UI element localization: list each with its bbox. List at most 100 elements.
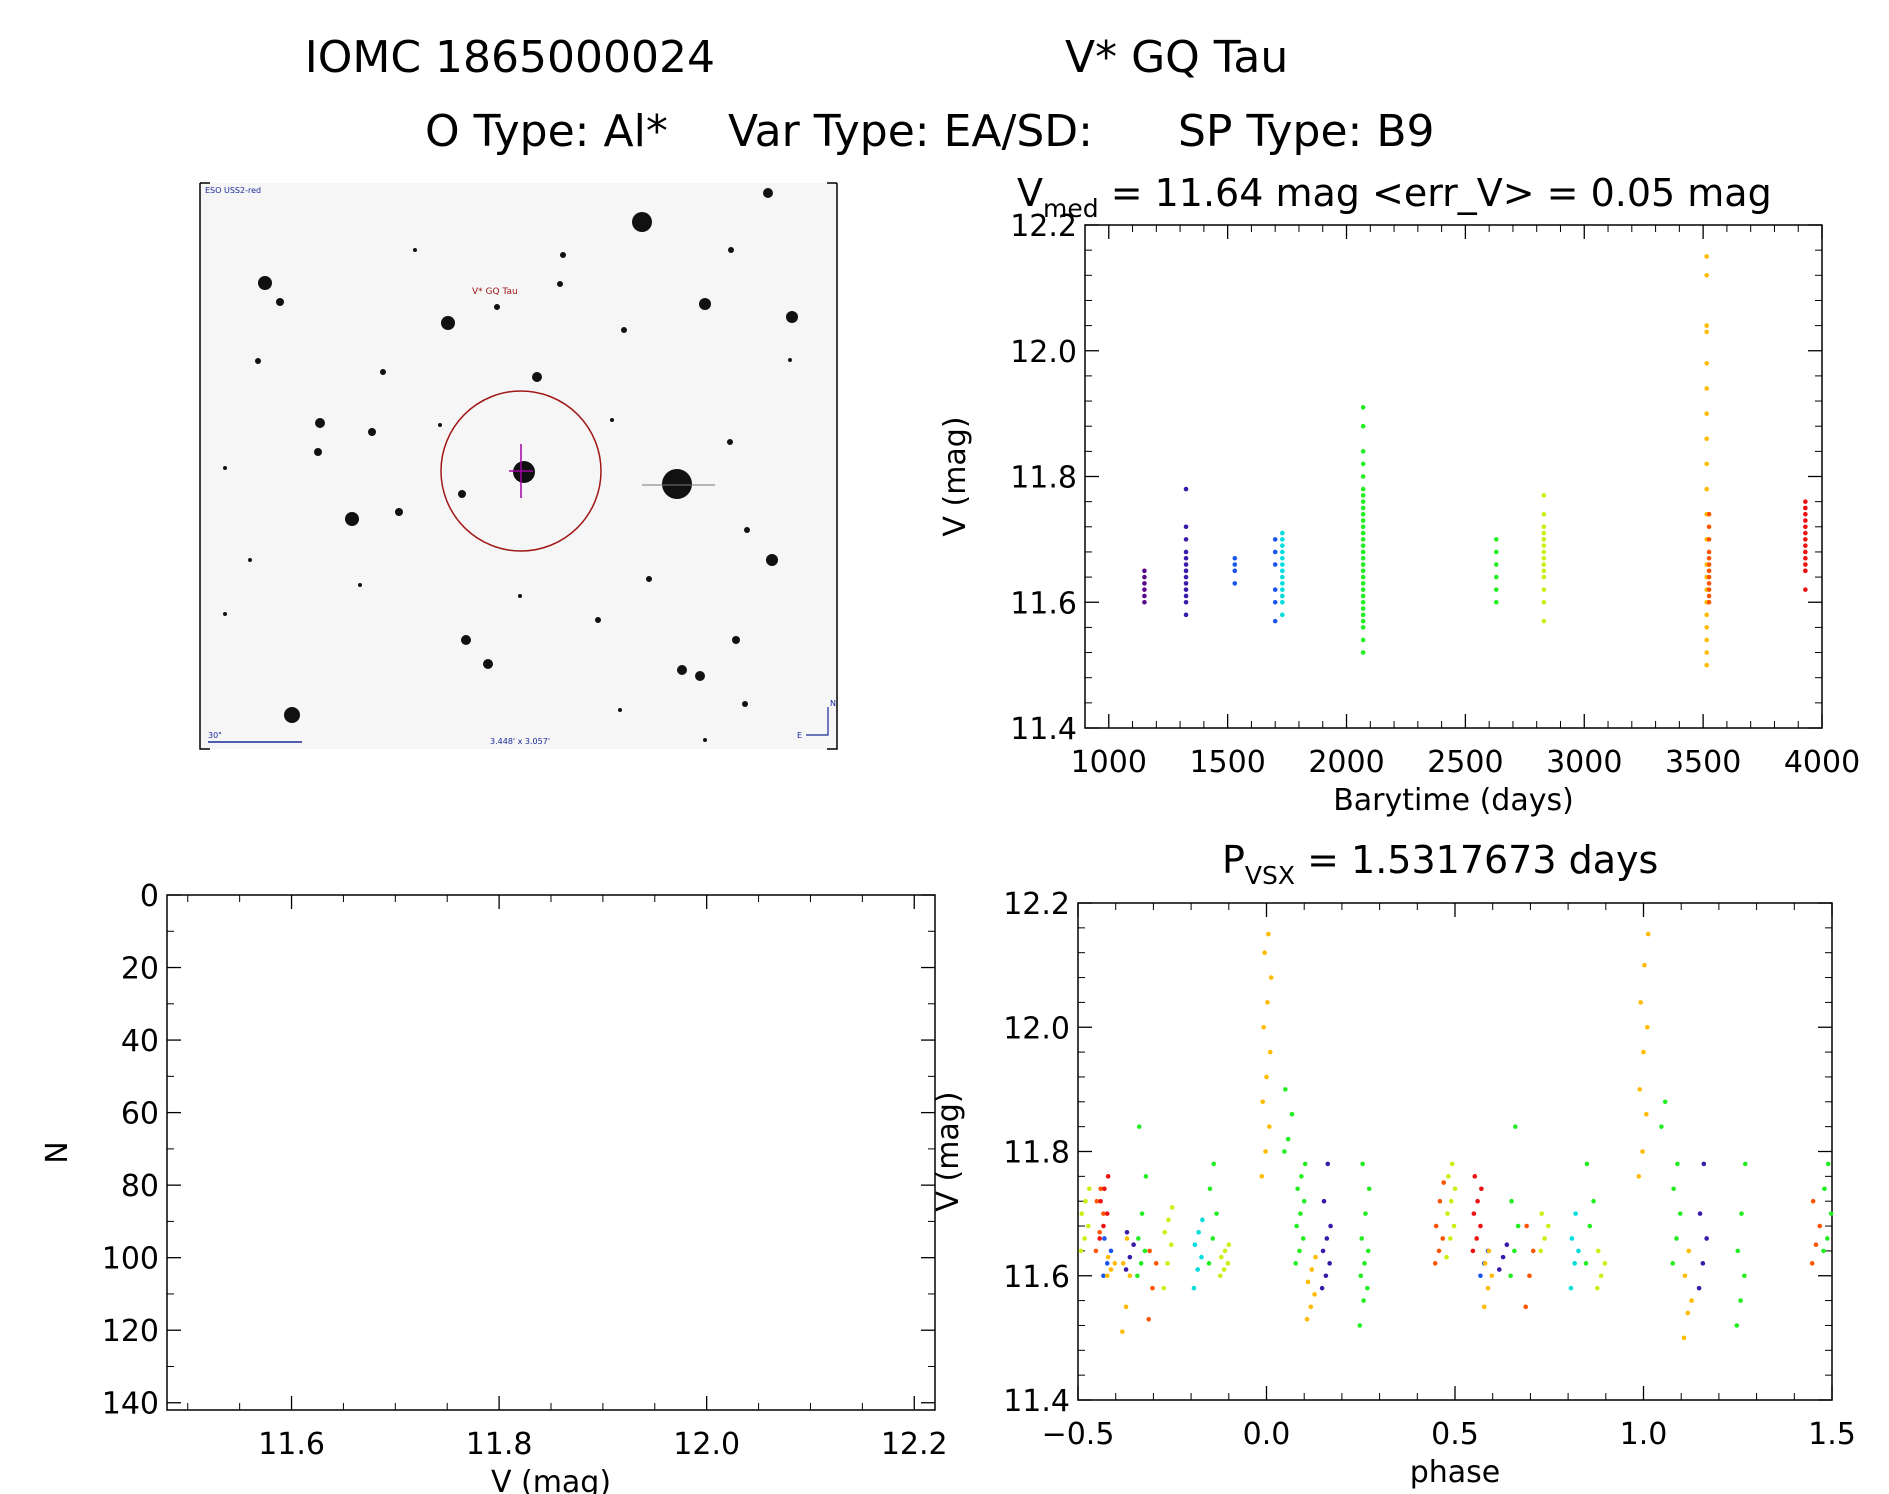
- y-tick-label: 100: [102, 1242, 159, 1277]
- data-point: [1308, 1304, 1314, 1310]
- data-point: [1706, 562, 1712, 567]
- data-point: [1142, 593, 1147, 599]
- data-point: [1360, 568, 1366, 574]
- data-point: [1572, 1261, 1577, 1266]
- star: [728, 247, 734, 253]
- data-point: [1704, 361, 1709, 366]
- data-point: [1143, 1174, 1149, 1179]
- data-point: [1541, 549, 1547, 555]
- compass-north-label: N: [830, 699, 836, 708]
- star: [662, 469, 692, 499]
- data-point: [1161, 1285, 1167, 1291]
- data-point: [1183, 574, 1189, 580]
- y-axis-label: N: [40, 1141, 75, 1163]
- lightcurve-panel: Vmed = 11.64 mag <err_V> = 0.05 mag 1000…: [938, 171, 1860, 818]
- star: [255, 358, 261, 364]
- data-point: [1362, 1261, 1367, 1266]
- data-point: [1541, 511, 1547, 517]
- data-point: [1493, 549, 1499, 555]
- data-point: [1232, 581, 1238, 586]
- data-point: [1645, 931, 1651, 937]
- data-point: [1112, 1261, 1118, 1266]
- data-point: [1360, 530, 1366, 536]
- data-point: [1452, 1186, 1458, 1192]
- data-point: [1272, 549, 1278, 555]
- data-point: [1272, 618, 1278, 624]
- data-point: [1280, 537, 1285, 542]
- x-tick-label: 2000: [1308, 745, 1384, 780]
- star: [441, 316, 455, 330]
- data-point: [1360, 511, 1366, 517]
- data-point: [1803, 562, 1808, 567]
- data-point: [1478, 1273, 1483, 1279]
- star: [677, 665, 687, 675]
- data-point: [1082, 1236, 1087, 1241]
- data-point: [1268, 975, 1274, 980]
- data-point: [1294, 1223, 1299, 1229]
- data-point: [1104, 1211, 1110, 1216]
- y-tick-label: 80: [121, 1169, 159, 1204]
- data-point: [1471, 1211, 1477, 1216]
- x-tick-label: 0.0: [1243, 1417, 1291, 1452]
- data-point: [1289, 1111, 1295, 1117]
- data-point: [1267, 1124, 1272, 1129]
- data-point: [1360, 593, 1366, 599]
- data-point: [1183, 612, 1189, 618]
- data-point: [1584, 1161, 1590, 1167]
- plot-frame: [1084, 224, 1823, 729]
- lightcurve-title-subscript: med: [1043, 194, 1099, 223]
- data-point: [1445, 1211, 1450, 1216]
- data-point: [1280, 549, 1285, 555]
- data-point: [1360, 625, 1366, 630]
- data-point: [1123, 1304, 1129, 1310]
- data-point: [1576, 1248, 1581, 1254]
- data-point: [1102, 1236, 1107, 1241]
- data-point: [1211, 1161, 1217, 1167]
- x-tick-label: 11.6: [258, 1427, 325, 1462]
- data-point: [1523, 1304, 1528, 1310]
- data-point: [1542, 1236, 1547, 1241]
- data-point: [1360, 518, 1366, 523]
- data-point: [1587, 1223, 1593, 1229]
- field-size-label: 3.448' x 3.057': [490, 737, 550, 746]
- data-point: [1142, 574, 1147, 580]
- y-tick-label: 11.6: [1010, 586, 1077, 621]
- data-point: [1638, 1000, 1643, 1005]
- data-point: [1309, 1267, 1315, 1272]
- data-point: [1147, 1248, 1152, 1254]
- data-point: [1470, 1248, 1476, 1254]
- data-point: [1280, 562, 1285, 567]
- data-point: [1360, 599, 1366, 605]
- data-point: [1478, 1223, 1483, 1229]
- data-point: [1272, 562, 1278, 567]
- data-point: [1295, 1186, 1300, 1192]
- star: [438, 423, 442, 427]
- x-axis-label: Barytime (days): [1333, 783, 1574, 818]
- data-point: [1153, 1261, 1159, 1266]
- data-point: [1475, 1198, 1480, 1204]
- data-point: [1704, 323, 1709, 328]
- data-point: [1360, 493, 1366, 498]
- data-point: [1598, 1273, 1604, 1279]
- data-point: [1142, 568, 1147, 574]
- data-point: [1139, 1211, 1145, 1216]
- data-point: [1131, 1242, 1136, 1247]
- data-point: [1595, 1285, 1600, 1291]
- data-point: [1192, 1242, 1198, 1247]
- star: [315, 418, 325, 428]
- compass-arrows: [806, 707, 829, 736]
- header-vartype: Var Type: EA/SD:: [728, 106, 1093, 157]
- data-point: [1321, 1198, 1327, 1204]
- data-point: [1472, 1174, 1478, 1179]
- data-point: [1493, 574, 1499, 580]
- data-point: [1105, 1174, 1111, 1179]
- data-point: [1105, 1254, 1111, 1260]
- data-point: [1539, 1211, 1545, 1216]
- data-point: [1704, 1236, 1709, 1241]
- data-point: [1701, 1161, 1707, 1167]
- data-point: [1809, 1261, 1815, 1266]
- scale-label: 30": [208, 731, 222, 740]
- data-point: [1319, 1285, 1325, 1291]
- data-point: [1086, 1223, 1091, 1229]
- y-tick-label: 12.0: [1010, 335, 1077, 370]
